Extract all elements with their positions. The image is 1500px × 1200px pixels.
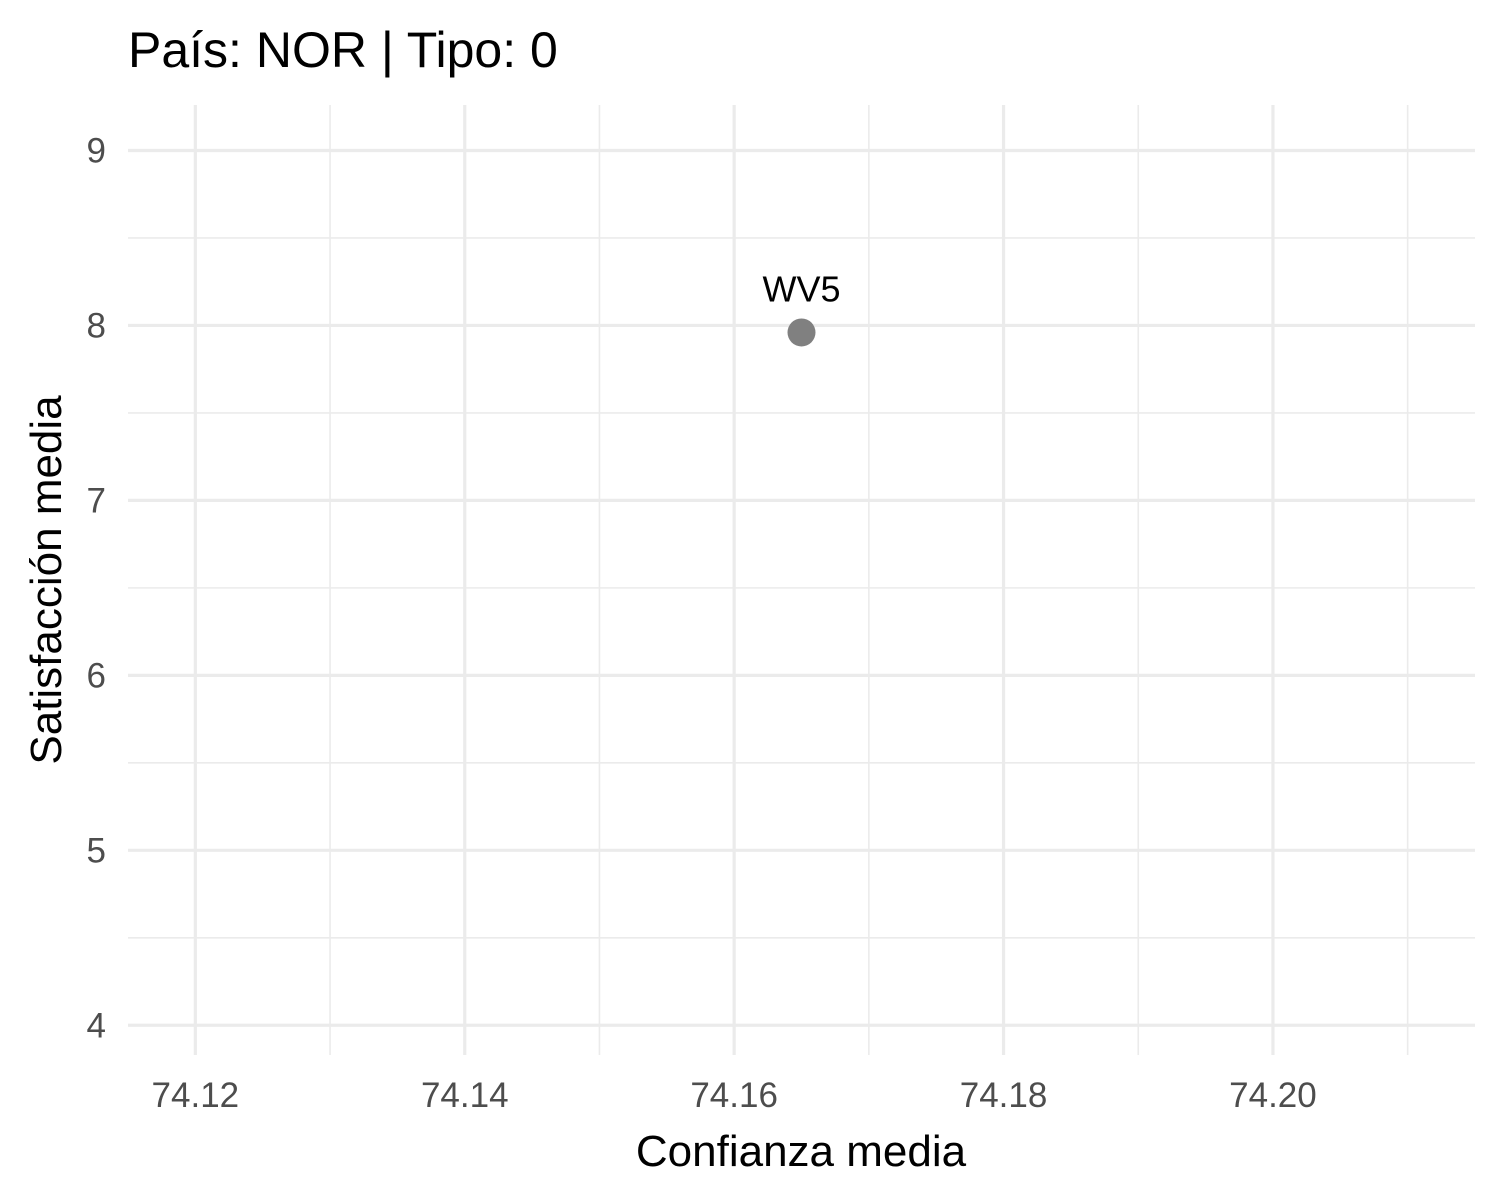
y-tick-label: 4 xyxy=(87,1006,106,1045)
y-axis-ticks: 4 5 6 7 8 9 xyxy=(87,131,106,1045)
data-point xyxy=(787,318,816,347)
grid xyxy=(128,105,1475,1055)
x-tick-label: 74.18 xyxy=(960,1076,1048,1115)
y-tick-label: 5 xyxy=(87,831,106,870)
x-axis-ticks: 74.12 74.14 74.16 74.18 74.20 xyxy=(152,1076,1317,1115)
x-tick-label: 74.16 xyxy=(690,1076,778,1115)
x-axis-title: Confianza media xyxy=(636,1127,967,1176)
y-tick-label: 9 xyxy=(87,131,106,170)
chart-title: País: NOR | Tipo: 0 xyxy=(128,22,558,78)
x-tick-label: 74.20 xyxy=(1229,1076,1317,1115)
x-tick-label: 74.14 xyxy=(421,1076,509,1115)
x-tick-label: 74.12 xyxy=(152,1076,240,1115)
y-tick-label: 7 xyxy=(87,481,106,520)
y-axis-title: Satisfacción media xyxy=(22,395,71,765)
data-point-label: WV5 xyxy=(762,268,840,309)
y-tick-label: 6 xyxy=(87,656,106,695)
y-tick-label: 8 xyxy=(87,306,106,345)
data-points: WV5 xyxy=(762,268,841,347)
